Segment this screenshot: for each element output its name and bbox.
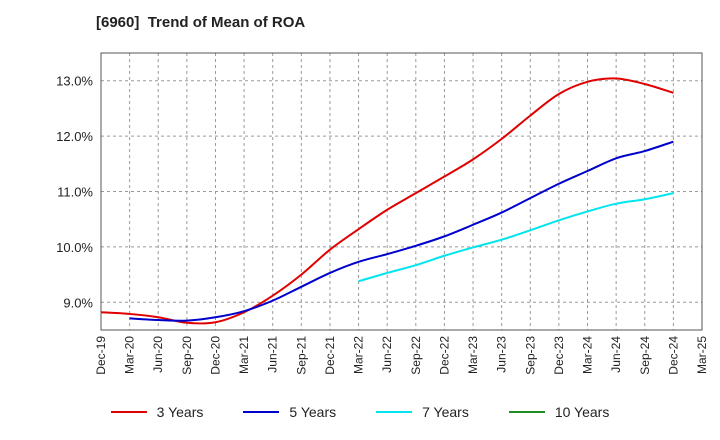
plot-frame (100, 52, 703, 331)
legend-item: 7 Years (376, 404, 469, 420)
x-tick-label: Jun-24 (609, 336, 623, 373)
x-tick-label: Dec-23 (552, 336, 566, 375)
x-tick-label: Sep-23 (523, 336, 537, 375)
series-line-0 (100, 77, 674, 325)
legend-label: 7 Years (422, 404, 469, 420)
x-tick-label: Dec-20 (208, 336, 222, 375)
x-tick-label: Jun-22 (380, 336, 394, 373)
legend-label: 10 Years (554, 404, 610, 420)
legend-label: 3 Years (156, 404, 204, 420)
x-tick-label: Mar-22 (352, 336, 366, 374)
line-chart: 9.0% 10.0% 11.0% 12.0% 13.0% Dec-19 Mar-20 Jun… (56, 52, 709, 375)
y-tick-label: 11.0% (57, 185, 93, 200)
legend-swatch (110, 411, 147, 413)
x-tick-label: Jun-21 (266, 336, 280, 373)
y-tick-label: 13.0% (56, 74, 93, 89)
legend: 3 Years 5 Years 7 Years 10 Years (0, 404, 720, 420)
x-tick-label: Jun-20 (151, 336, 165, 373)
legend-swatch (376, 411, 413, 413)
x-axis: Dec-19 Mar-20 Jun-20 Sep-20 Dec-20 Mar-21 Jun-… (94, 336, 709, 375)
x-tick-label: Mar-20 (123, 336, 137, 374)
x-tick-label: Dec-21 (323, 336, 337, 375)
x-tick-label: Sep-20 (180, 336, 194, 375)
x-tick-label: Dec-22 (437, 336, 451, 375)
x-tick-label: Mar-25 (695, 336, 709, 374)
y-axis: 9.0% 10.0% 11.0% 12.0% 13.0% (56, 74, 93, 311)
legend-swatch (508, 411, 545, 413)
legend-item: 5 Years (243, 404, 336, 420)
x-tick-label: Mar-21 (237, 336, 251, 374)
x-tick-label: Sep-21 (294, 336, 308, 375)
x-tick-label: Jun-23 (495, 336, 509, 373)
grid-lines (101, 53, 702, 330)
legend-item: 3 Years (110, 404, 204, 420)
x-tick-label: Sep-24 (638, 336, 652, 375)
series-line-1 (129, 140, 674, 322)
x-tick-label: Mar-23 (466, 336, 480, 374)
series-lines (100, 77, 674, 325)
y-tick-label: 12.0% (56, 129, 93, 144)
series-line-2 (358, 192, 674, 283)
chart-title: [6960] Trend of Mean of ROA (96, 14, 306, 31)
x-tick-label: Dec-19 (94, 336, 108, 375)
y-tick-label: 10.0% (56, 240, 93, 255)
legend-label: 5 Years (289, 404, 337, 420)
x-tick-label: Mar-24 (581, 336, 595, 374)
x-tick-label: Dec-24 (666, 336, 680, 375)
legend-item: 10 Years (508, 404, 610, 420)
y-tick-label: 9.0% (63, 295, 93, 310)
legend-swatch (243, 411, 280, 413)
x-tick-label: Sep-22 (409, 336, 423, 375)
